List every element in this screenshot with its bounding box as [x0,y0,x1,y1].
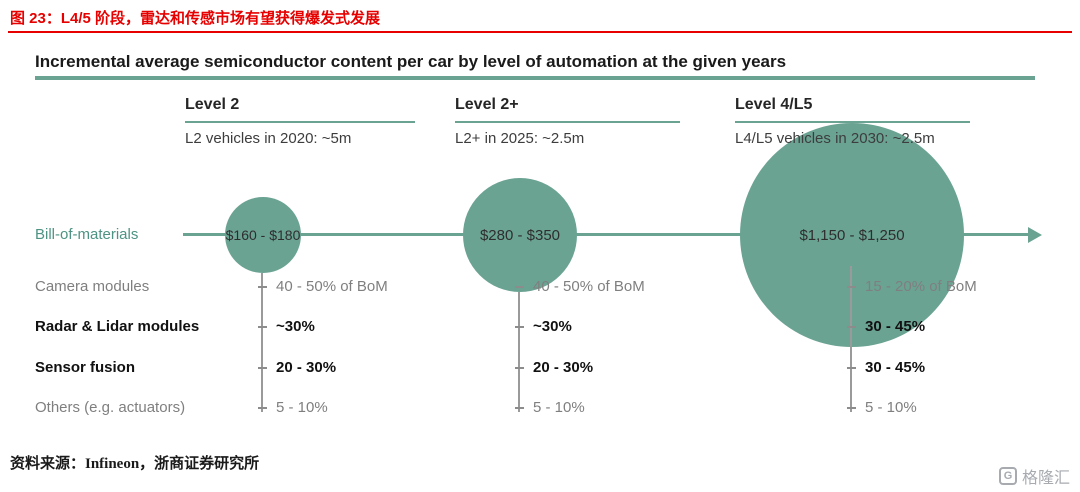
column-subtitle-level2plus: L2+ in 2025: ~2.5m [455,130,585,147]
tick-icon [847,286,856,288]
column-underline-level4-5 [735,121,970,123]
tick-icon [847,326,856,328]
figure-caption: 图 23：L4/5 阶段，雷达和传感市场有望获得爆发式发展 [10,10,381,27]
title-underline-bar [35,76,1035,80]
value-fusion-level2plus: 20 - 30% [533,359,594,376]
tick-icon [515,286,524,288]
caption-divider [8,31,1072,33]
bom-axis-line [183,233,1031,236]
row-label-sensor-fusion: Sensor fusion [35,359,136,376]
gelonghui-watermark-text: 格隆汇 [1021,470,1070,487]
tick-icon [258,286,267,288]
value-camera-level2plus: 40 - 50% of BoM [533,278,645,295]
value-camera-level2: 40 - 50% of BoM [276,278,388,295]
column-header-level2plus: Level 2+ [455,96,519,113]
tick-icon [258,326,267,328]
column-underline-level2 [185,121,415,123]
row-label-others: Others (e.g. actuators) [35,399,186,416]
bill-of-materials-label: Bill-of-materials [35,226,139,243]
bom-bubble-level2plus: $280 - $350 [463,178,577,292]
bom-value-level4-5: $1,150 - $1,250 [799,226,905,244]
value-others-level4-5: 5 - 10% [865,399,917,416]
row-label-radar-lidar: Radar & Lidar modules [35,318,200,335]
column-header-level2: Level 2 [185,96,240,113]
tick-icon [847,367,856,369]
bom-bubble-level4-5: $1,150 - $1,250 [740,123,964,347]
gelonghui-watermark: G 格隆汇 [998,464,1070,488]
tick-icon [258,367,267,369]
gelonghui-logo-icon: G [998,467,1017,485]
value-others-level2: 5 - 10% [276,399,328,416]
value-fusion-level2: 20 - 30% [276,359,337,376]
value-radar-level2plus: ~30% [533,318,572,335]
tick-icon [515,326,524,328]
tick-icon [258,407,267,409]
bom-bubble-level2: $160 - $180 [225,197,301,273]
value-camera-level4-5: 15 - 20% of BoM [865,278,977,295]
bom-value-level2: $160 - $180 [225,227,301,243]
value-radar-level4-5: 30 - 45% [865,318,926,335]
column-subtitle-level4-5: L4/L5 vehicles in 2030: ~2.5m [735,130,935,147]
column-header-level4-5: Level 4/L5 [735,96,813,113]
column-subtitle-level2: L2 vehicles in 2020: ~5m [185,130,352,147]
value-radar-level2: ~30% [276,318,315,335]
breakdown-stem-level2plus [518,292,520,412]
tick-icon [515,407,524,409]
breakdown-stem-level4-5 [850,266,852,412]
tick-icon [847,407,856,409]
bom-axis-arrowhead-icon [1028,227,1042,243]
row-label-camera-modules: Camera modules [35,278,150,295]
value-others-level2plus: 5 - 10% [533,399,585,416]
bom-value-level2plus: $280 - $350 [479,226,561,244]
breakdown-stem-level2 [261,273,263,412]
tick-icon [515,367,524,369]
value-fusion-level4-5: 30 - 45% [865,359,926,376]
column-underline-level2plus [455,121,680,123]
chart-title: Incremental average semiconductor conten… [35,52,787,71]
source-note: 资料来源：Infineon，浙商证券研究所 [10,456,260,472]
